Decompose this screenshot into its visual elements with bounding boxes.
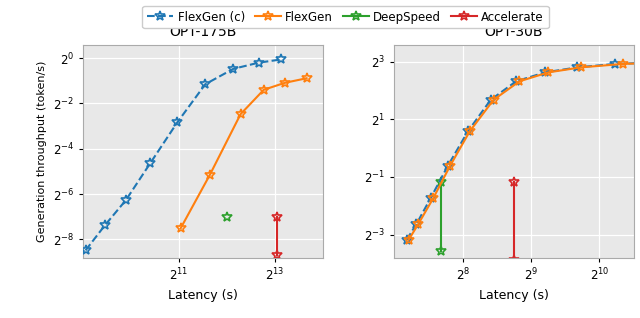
Title: OPT-175B: OPT-175B <box>169 25 237 39</box>
X-axis label: Latency (s): Latency (s) <box>479 289 549 302</box>
X-axis label: Latency (s): Latency (s) <box>168 289 238 302</box>
Legend: FlexGen (c), FlexGen, DeepSpeed, Accelerate: FlexGen (c), FlexGen, DeepSpeed, Acceler… <box>143 6 548 28</box>
Title: OPT-30B: OPT-30B <box>484 25 543 39</box>
Y-axis label: Generation throughput (token/s): Generation throughput (token/s) <box>37 60 47 242</box>
